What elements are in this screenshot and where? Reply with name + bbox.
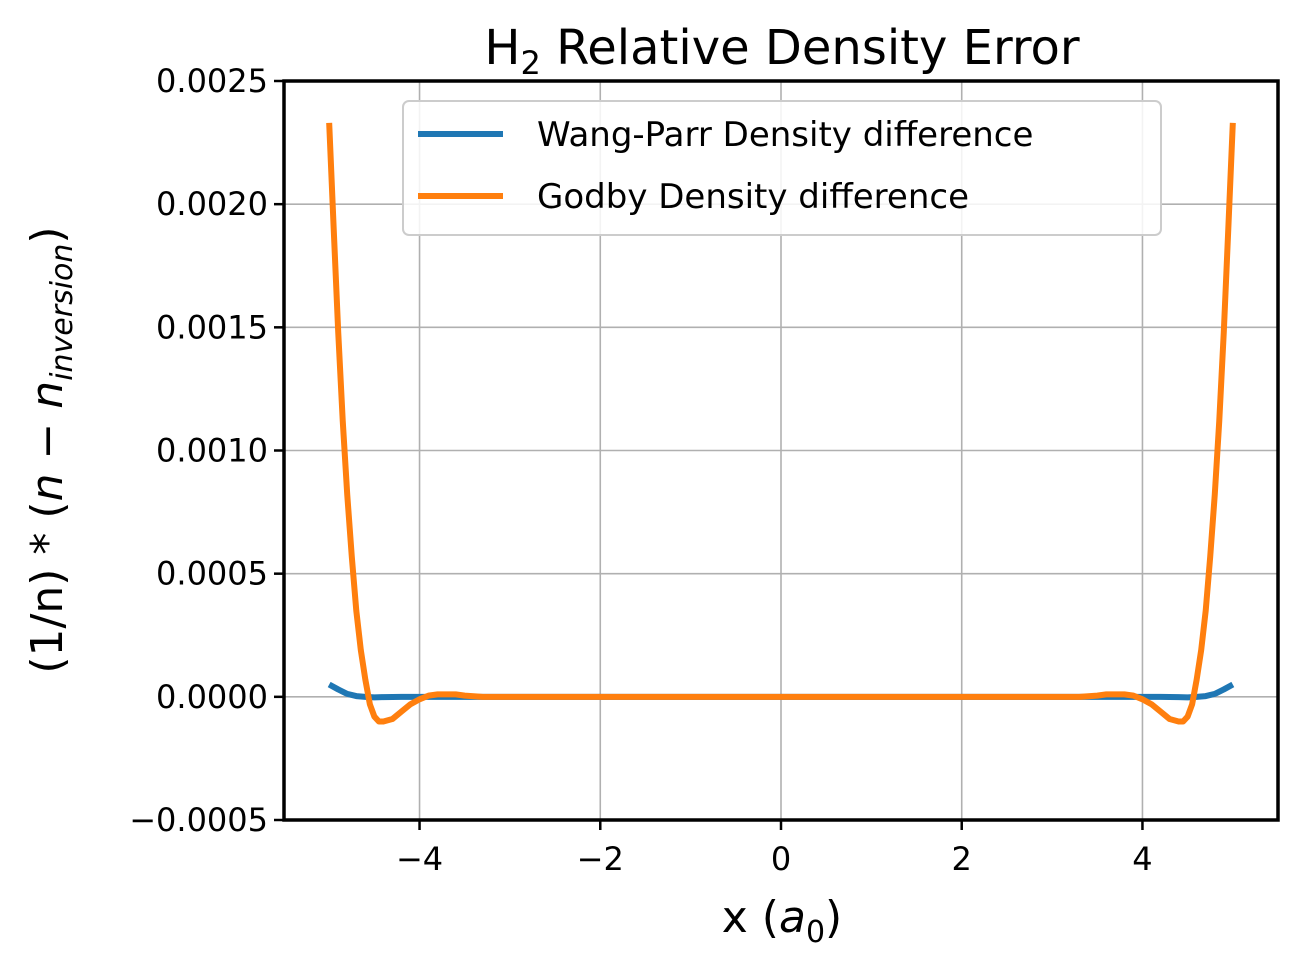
y-tick-label: 0.0010 xyxy=(156,432,268,470)
x-tick-label: 2 xyxy=(952,840,972,878)
x-axis-title-suffix: ) xyxy=(825,892,842,943)
y-axis-title: (1/n) * (n − ninversion) xyxy=(22,226,80,673)
chart-title-main: H xyxy=(484,20,520,76)
y-axis-title-var1: n xyxy=(22,474,73,502)
x-axis-title-var: a xyxy=(779,892,806,943)
y-tick-label: −0.0005 xyxy=(129,801,268,839)
y-tick-label: 0.0020 xyxy=(156,185,268,223)
x-tick-label: 4 xyxy=(1132,840,1152,878)
y-axis-title-minus: − xyxy=(22,409,73,474)
y-axis-title-var2: n xyxy=(22,381,73,409)
x-axis-title-prefix: x ( xyxy=(722,892,779,943)
legend-label-wang-parr: Wang-Parr Density difference xyxy=(537,115,1033,155)
ticks: −4 −2 0 2 4 −0.0005 0.0000 0.0005 0.0010 0.0015 0.… xyxy=(129,62,1152,878)
x-axis-title: x (a0) xyxy=(722,892,842,950)
series-godby-line xyxy=(326,122,1236,725)
chart-title-rest: Relative Density Error xyxy=(541,20,1080,76)
y-axis-title-sub: inversion xyxy=(45,244,80,381)
legend-label-godby: Godby Density difference xyxy=(537,177,969,217)
x-tick-label: −4 xyxy=(396,840,443,878)
y-tick-label: 0.0015 xyxy=(156,308,268,346)
y-axis-title-suffix: ) xyxy=(22,226,73,243)
y-tick-label: 0.0000 xyxy=(156,678,268,716)
y-axis-title-prefix: (1/n) * ( xyxy=(22,501,73,673)
x-tick-label: 0 xyxy=(771,840,791,878)
legend: Wang-Parr Density difference Godby Densi… xyxy=(402,100,1162,236)
chart-title: H2 Relative Density Error xyxy=(484,20,1080,82)
series-layer xyxy=(326,122,1236,725)
y-tick-label: 0.0005 xyxy=(156,555,268,593)
legend-box xyxy=(402,100,1162,236)
x-axis-title-sub: 0 xyxy=(806,915,825,950)
y-tick-label: 0.0025 xyxy=(156,62,268,100)
chart-title-sub: 2 xyxy=(520,44,540,82)
x-tick-label: −2 xyxy=(577,840,624,878)
